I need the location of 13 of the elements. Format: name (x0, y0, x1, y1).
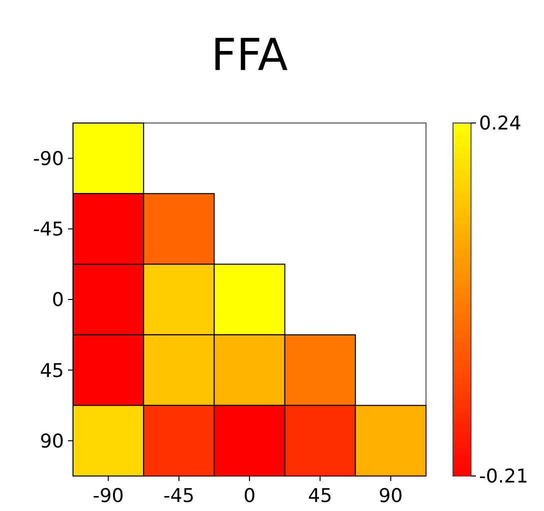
y-tick-label: 45 (40, 360, 64, 382)
x-tick-label: -90 (92, 485, 124, 507)
y-tick-label: 90 (40, 430, 64, 452)
chart-title: FFA (211, 30, 288, 81)
y-tick-label: 0 (52, 289, 64, 312)
color-bar-label: 0.24 (479, 112, 522, 135)
x-tick-label: 45 (308, 485, 332, 507)
x-tick-label: 0 (243, 485, 256, 507)
x-tick-label: 90 (378, 485, 403, 507)
color-bar-label: -0.21 (479, 466, 528, 488)
y-tick-label: -90 (32, 148, 64, 170)
y-tick-label: -45 (32, 218, 64, 241)
x-tick-label: -45 (163, 485, 194, 507)
